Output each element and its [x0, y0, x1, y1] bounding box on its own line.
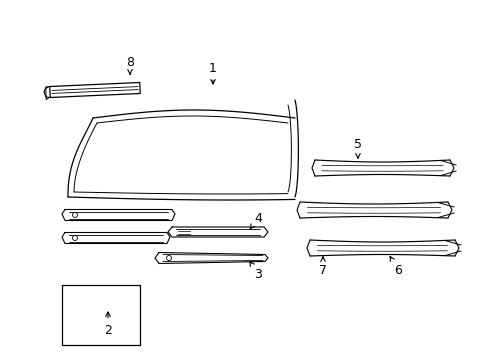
Text: 7: 7 — [318, 257, 326, 276]
Text: 2: 2 — [104, 312, 112, 337]
Text: 6: 6 — [389, 256, 401, 276]
Text: 4: 4 — [249, 211, 262, 230]
Text: 8: 8 — [126, 55, 134, 74]
Text: 5: 5 — [353, 139, 361, 158]
Text: 3: 3 — [249, 261, 262, 282]
Text: 1: 1 — [209, 62, 217, 84]
